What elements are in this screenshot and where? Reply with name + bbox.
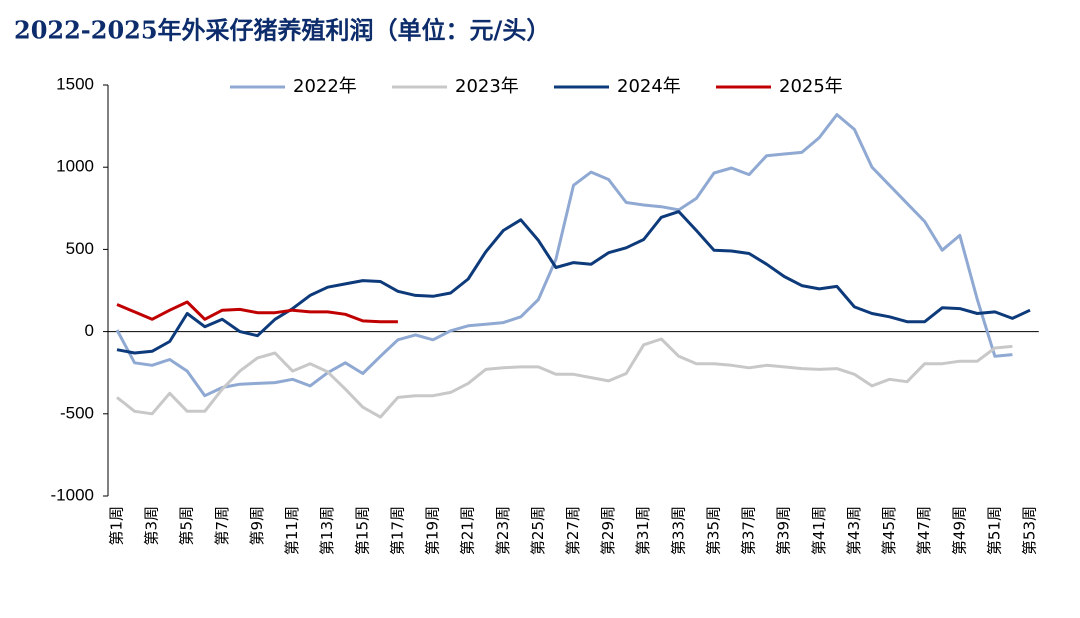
x-tick-label: 第37周 xyxy=(740,506,758,555)
y-tick-label: 1000 xyxy=(56,157,94,176)
x-tick-label: 第45周 xyxy=(880,506,898,555)
chart-title: 2022-2025年外采仔猪养殖利润（单位：元/头） xyxy=(14,16,550,45)
x-tick-label: 第41周 xyxy=(810,506,828,555)
y-tick-label: -1000 xyxy=(51,485,94,504)
y-tick-label: 500 xyxy=(66,239,94,258)
x-tick-label: 第35周 xyxy=(704,506,722,555)
x-tick-label: 第29周 xyxy=(599,506,617,555)
series-line xyxy=(116,300,398,324)
series-line xyxy=(115,113,1013,398)
x-tick-label: 第5周 xyxy=(178,506,196,546)
x-tick-label: 第15周 xyxy=(353,506,371,555)
x-tick-label: 第53周 xyxy=(1021,506,1039,555)
x-tick-label: 第27周 xyxy=(564,506,582,555)
legend-label: 2022年 xyxy=(293,76,357,97)
x-tick-label: 第51周 xyxy=(985,506,1003,555)
x-tick-label: 第43周 xyxy=(845,506,863,555)
x-tick-label: 第49周 xyxy=(950,506,968,555)
x-tick-label: 第47周 xyxy=(915,506,933,555)
y-tick-label: -500 xyxy=(60,403,94,422)
x-tick-label: 第1周 xyxy=(108,506,126,546)
y-tick-label: 1500 xyxy=(56,74,94,93)
series-line xyxy=(116,210,1031,355)
x-tick-label: 第23周 xyxy=(494,506,512,555)
x-tick-label: 第19周 xyxy=(424,506,442,555)
x-tick-label: 第7周 xyxy=(213,506,231,546)
legend-label: 2025年 xyxy=(779,76,843,97)
x-tick-label: 第13周 xyxy=(318,506,336,555)
x-tick-label: 第9周 xyxy=(248,506,266,546)
x-tick-label: 第31周 xyxy=(634,506,652,555)
legend-label: 2023年 xyxy=(455,76,519,97)
series-line xyxy=(116,337,1013,419)
x-tick-label: 第25周 xyxy=(529,506,547,555)
x-tick-label: 第3周 xyxy=(143,506,161,546)
x-tick-label: 第33周 xyxy=(669,506,687,555)
y-tick-label: 0 xyxy=(85,321,94,340)
legend-label: 2024年 xyxy=(617,76,681,97)
x-tick-label: 第21周 xyxy=(459,506,477,555)
x-tick-label: 第17周 xyxy=(388,506,406,555)
x-tick-label: 第11周 xyxy=(283,506,301,555)
x-tick-label: 第39周 xyxy=(775,506,793,555)
